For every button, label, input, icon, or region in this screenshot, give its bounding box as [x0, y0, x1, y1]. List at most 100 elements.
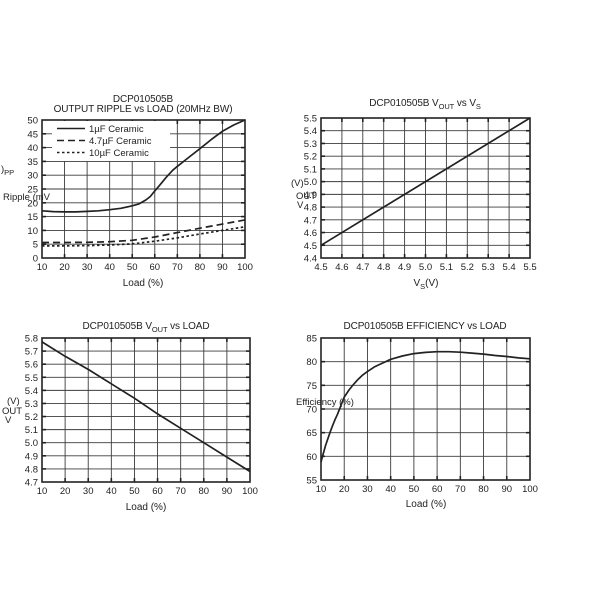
y-tick-label: 5.5 — [25, 373, 38, 384]
y-tick-label: 4.8 — [25, 464, 38, 475]
x-tick-label: 4.7 — [356, 262, 369, 273]
x-tick-label: 90 — [501, 484, 512, 495]
y-tick-label: 75 — [306, 381, 317, 392]
y-tick-label: 10 — [27, 226, 38, 237]
x-tick-label: 100 — [242, 486, 258, 497]
y-axis-label-fragment: (V) — [291, 178, 304, 189]
data-curve — [42, 225, 246, 247]
chart-title-line1: DCP010505B — [112, 94, 174, 105]
x-tick-label: 90 — [222, 486, 233, 497]
data-curve — [41, 119, 246, 213]
x-tick-label: 100 — [522, 484, 538, 495]
y-axis-label-fragment: )PP — [1, 164, 15, 177]
y-tick-label: 4.9 — [25, 451, 38, 462]
y-tick-label: 5.3 — [25, 399, 38, 410]
data-curve — [320, 117, 531, 247]
x-tick-label: 40 — [104, 262, 115, 273]
y-tick-label: 5.2 — [25, 412, 38, 423]
x-axis-label: Load (%) — [125, 502, 167, 513]
chart-title-line2: OUTPUT RIPPLE vs LOAD (20MHz BW) — [53, 104, 233, 115]
y-tick-label: 60 — [306, 452, 317, 463]
x-tick-label: 90 — [217, 262, 228, 273]
y-tick-label: 5.0 — [304, 177, 317, 188]
x-tick-label: 4.8 — [377, 262, 390, 273]
y-tick-label: 35 — [27, 157, 38, 168]
y-axis-label-fragment: (V) — [7, 396, 20, 407]
y-tick-label: 4.7 — [25, 478, 38, 489]
x-tick-label: 4.9 — [398, 262, 411, 273]
y-tick-label: 15 — [27, 212, 38, 223]
x-tick-label: 5.4 — [502, 262, 515, 273]
x-tick-label: 20 — [60, 486, 71, 497]
y-tick-label: 0 — [33, 254, 38, 265]
y-tick-label: 5.4 — [304, 126, 317, 137]
x-tick-label: 80 — [195, 262, 206, 273]
plot-area: 10 20 30 40 50 60 70 80 90 100 4.7 4.8 4.9 5.0 5.1 5.2 5… — [25, 334, 258, 498]
y-axis-label-fragment: Efficiency (%) — [296, 397, 354, 408]
data-curve — [320, 350, 531, 463]
x-tick-label: 70 — [455, 484, 466, 495]
x-tick-label: 80 — [198, 486, 209, 497]
y-tick-label: 5.1 — [25, 425, 38, 436]
y-tick-label: 4.8 — [304, 203, 317, 214]
y-axis-label-fragment: Ripple (mV — [3, 192, 50, 203]
x-tick-label: 10 — [37, 262, 48, 273]
y-tick-label: 50 — [27, 116, 38, 127]
y-tick-label: 5.4 — [25, 386, 38, 397]
plot-frame — [41, 337, 251, 483]
y-tick-label: 5 — [33, 240, 38, 251]
x-tick-label: 5.3 — [482, 262, 495, 273]
x-tick-label: 60 — [432, 484, 443, 495]
x-tick-label: 50 — [127, 262, 138, 273]
y-tick-label: 65 — [306, 428, 317, 439]
x-tick-label: 100 — [237, 262, 253, 273]
x-tick-label: 5.0 — [419, 262, 432, 273]
plot-area: 10 20 30 40 50 60 70 80 90 100 55 60 65 70 75 80 85 — [306, 334, 538, 496]
y-tick-label: 55 — [306, 476, 317, 487]
x-tick-label: 60 — [152, 486, 163, 497]
x-tick-label: 10 — [316, 484, 327, 495]
y-tick-label: 5.2 — [304, 152, 317, 163]
x-tick-label: 5.2 — [461, 262, 474, 273]
x-tick-label: 4.5 — [314, 262, 327, 273]
y-axis-label-fragment: OUT — [296, 191, 317, 202]
chart-title: DCP010505B VOUT vs VS — [369, 98, 481, 112]
y-tick-label: 85 — [306, 334, 317, 345]
x-tick-label: 5.5 — [523, 262, 536, 273]
y-tick-label: 4.4 — [304, 254, 317, 265]
plot-frame — [41, 119, 246, 259]
y-tick-label: 30 — [27, 171, 38, 182]
data-curve — [41, 341, 251, 473]
y-tick-label: 25 — [27, 185, 38, 196]
x-tick-label: 30 — [82, 262, 93, 273]
y-tick-label: 40 — [27, 143, 38, 154]
y-tick-label: 4.6 — [304, 228, 317, 239]
y-tick-label: 5.7 — [25, 347, 38, 358]
y-tick-label: 5.5 — [304, 114, 317, 125]
legend-label: 1µF Ceramic — [89, 124, 144, 135]
plot-area: 4.5 4.6 4.7 4.8 4.9 5.0 5.1 5.2 5.3 5.4 5.54.44.54… — [304, 114, 537, 274]
legend-label: 4.7µF Ceramic — [89, 136, 152, 147]
x-tick-label: 70 — [175, 486, 186, 497]
y-tick-label: 4.5 — [304, 241, 317, 252]
x-axis-label: VS(V) — [413, 278, 439, 291]
y-tick-label: 5.0 — [25, 438, 38, 449]
y-tick-label: 4.7 — [304, 215, 317, 226]
y-axis-label-fragment: OUT — [2, 406, 23, 417]
x-tick-label: 40 — [106, 486, 117, 497]
x-tick-label: 50 — [129, 486, 140, 497]
x-tick-label: 20 — [339, 484, 350, 495]
chart-title: DCP010505B EFFICIENCY vs LOAD — [343, 321, 507, 332]
x-tick-label: 30 — [362, 484, 373, 495]
plot-frame — [320, 117, 531, 259]
x-tick-label: 50 — [409, 484, 420, 495]
chart-title: DCP010505B VOUT vs LOAD — [82, 321, 210, 335]
legend-label: 10µF Ceramic — [89, 148, 149, 159]
x-tick-label: 30 — [83, 486, 94, 497]
y-tick-label: 4.9 — [304, 190, 317, 201]
x-tick-label: 40 — [385, 484, 396, 495]
x-tick-label: 80 — [478, 484, 489, 495]
plot-frame — [320, 337, 531, 481]
